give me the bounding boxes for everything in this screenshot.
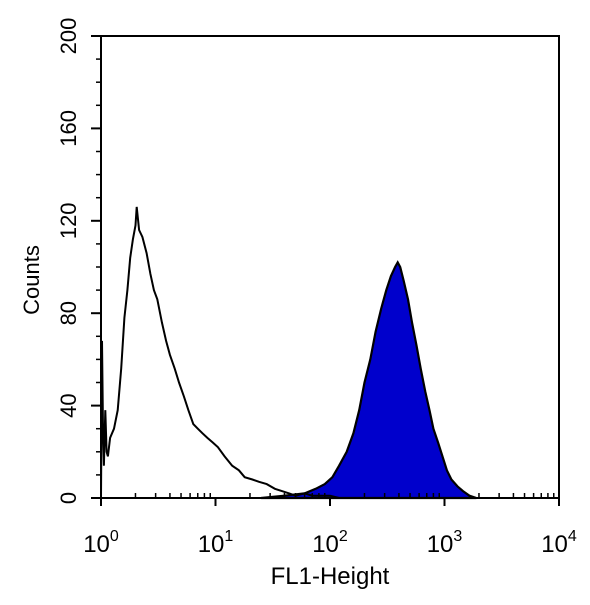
y-tick-label: 120: [56, 202, 81, 239]
y-tick-label: 80: [56, 301, 81, 325]
x-tick-label: 104: [541, 528, 577, 558]
x-tick-label: 101: [198, 528, 234, 558]
x-tick-label: 100: [83, 528, 119, 558]
y-tick-label: 160: [56, 110, 81, 147]
x-tick-label: 103: [427, 528, 463, 558]
plot-layer: [100, 206, 477, 500]
y-tick-label: 0: [56, 492, 81, 504]
y-axis-label: Counts: [19, 245, 44, 315]
x-tick-label: 102: [312, 528, 348, 558]
axis-layer: 100 101 102 103 104 0 40 80 120 160 200: [56, 18, 577, 558]
y-tick-label: 200: [56, 18, 81, 55]
y-tick-label: 40: [56, 393, 81, 417]
plot-frame: [100, 35, 560, 499]
outline-histogram-series: [100, 206, 340, 499]
x-axis-label: FL1-Height: [271, 563, 390, 590]
filled-histogram-series: [260, 260, 477, 500]
